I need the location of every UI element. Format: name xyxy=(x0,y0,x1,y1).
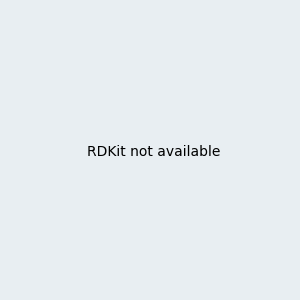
Text: RDKit not available: RDKit not available xyxy=(87,145,220,158)
